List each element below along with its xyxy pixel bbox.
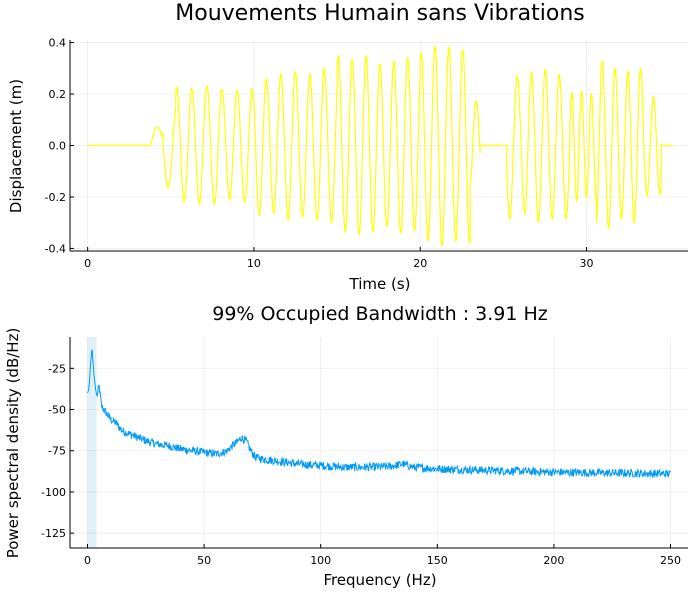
plot1-y-axis-label: Displacement (m) (7, 79, 25, 213)
y-tick-label: -50 (48, 404, 66, 417)
plot2-axes (69, 337, 688, 549)
x-tick-label: 30 (580, 257, 594, 270)
plot2-series (87, 349, 671, 479)
x-tick-label: 50 (197, 554, 211, 567)
x-tick-label: 20 (413, 257, 427, 270)
psd-plot: 99% Occupied Bandwidth : 3.91 Hz 0 50 100 1… (4, 303, 688, 589)
plot1-axes (69, 40, 688, 252)
plot2-grid (70, 337, 688, 548)
plot2-x-axis-label: Frequency (Hz) (323, 571, 436, 589)
plot2-title: 99% Occupied Bandwidth : 3.91 Hz (212, 303, 548, 325)
occupied-bandwidth-band (87, 337, 97, 548)
y-tick-label: -125 (41, 527, 66, 540)
plot1-tick-labels: 0 10 20 30 -0.4 -0.2 0.0 0.2 0.4 (45, 37, 594, 270)
x-tick-label: 200 (543, 554, 564, 567)
y-tick-label: -0.2 (45, 191, 66, 204)
x-tick-label: 150 (427, 554, 448, 567)
y-tick-label: 0.0 (49, 140, 67, 153)
plot1-grid (70, 40, 688, 251)
plot1-x-axis-label: Time (s) (349, 275, 411, 293)
y-tick-label: 0.2 (49, 88, 67, 101)
x-tick-label: 0 (84, 257, 91, 270)
y-tick-label: -100 (41, 486, 66, 499)
y-tick-label: -25 (48, 362, 66, 375)
y-tick-label: -75 (48, 445, 66, 458)
plot2-tick-labels: 0 50 100 150 200 250 -125 -100 -75 -50 -25 (41, 362, 681, 567)
y-tick-label: 0.4 (49, 37, 67, 50)
x-tick-label: 0 (84, 554, 91, 567)
occupied-bandwidth-region (87, 337, 97, 548)
x-tick-label: 250 (660, 554, 681, 567)
displacement-plot: Mouvements Humain sans Vibrations 0 10 20 3… (7, 1, 688, 293)
x-tick-label: 10 (247, 257, 261, 270)
displacement-series-line (87, 45, 673, 248)
x-tick-label: 100 (310, 554, 331, 567)
plot1-series (87, 45, 673, 248)
plot2-y-axis-label: Power spectral density (dB/Hz) (4, 328, 22, 559)
y-tick-label: -0.4 (45, 242, 66, 255)
psd-series-line (87, 349, 671, 479)
plot1-title: Mouvements Humain sans Vibrations (175, 1, 585, 26)
